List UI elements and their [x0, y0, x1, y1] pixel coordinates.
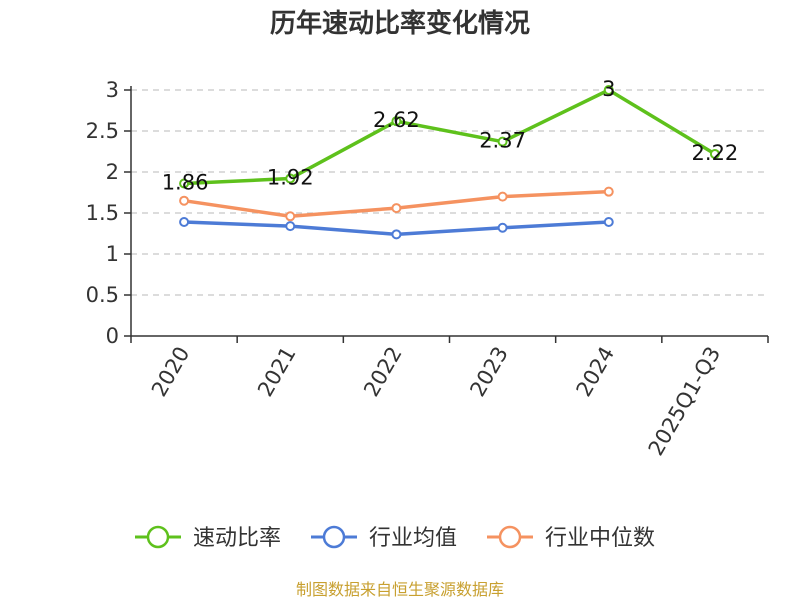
data-point: [391, 116, 402, 127]
chart-title: 历年速动比率变化情况: [270, 8, 530, 39]
data-point: [285, 211, 296, 222]
data-point: [391, 229, 402, 240]
y-tick-label: 2: [106, 160, 119, 184]
data-label: 3: [602, 77, 615, 101]
y-tick-label: 3: [106, 78, 119, 102]
y-tick-label: 0.5: [86, 283, 119, 307]
data-point: [497, 136, 508, 147]
series-group: [179, 85, 720, 240]
grid-lines: [131, 89, 768, 296]
data-point: [497, 191, 508, 202]
x-tick-label: 2025Q1-Q3: [644, 343, 726, 460]
data-label: 1.86: [162, 170, 209, 194]
data-point: [391, 203, 402, 214]
x-tick-label: 2023: [465, 343, 513, 401]
legend-label: 行业均值: [369, 526, 457, 551]
y-tick-label: 0: [106, 324, 119, 348]
legend: 速动比率 行业均值 行业中位数: [135, 525, 655, 551]
x-tick-label: 2024: [572, 343, 620, 401]
data-point: [603, 186, 614, 197]
series-line-0: [184, 88, 716, 186]
legend-label: 速动比率: [193, 526, 281, 551]
legend-swatch-marker: [146, 525, 170, 549]
data-label: 1.92: [267, 166, 314, 190]
axes: 0 0.5 1 1.5 2 2.5 3 2020 2021 2022 2023 2024 2025Q1-…: [86, 78, 769, 460]
legend-swatch-marker: [322, 525, 346, 549]
data-point: [603, 85, 614, 95]
data-label: 2.37: [479, 129, 526, 153]
legend-swatch-marker: [498, 525, 522, 549]
x-tick-label: 2021: [253, 343, 301, 401]
data-label: 2.62: [373, 108, 420, 132]
data-point: [179, 195, 190, 206]
data-point: [179, 178, 190, 189]
data-point: [709, 148, 720, 159]
data-label: 2.22: [692, 141, 739, 165]
x-tick-label: 2020: [147, 343, 195, 401]
y-tick-label: 2.5: [86, 119, 119, 143]
source-note: 制图数据来自恒生聚源数据库: [296, 580, 504, 599]
y-tick-label: 1: [106, 242, 119, 266]
data-point: [285, 221, 296, 232]
data-point: [497, 222, 508, 233]
data-point: [179, 217, 190, 228]
legend-label: 行业中位数: [545, 526, 655, 551]
data-point: [603, 217, 614, 228]
y-tick-label: 1.5: [86, 201, 119, 225]
data-labels: 1.86 1.92 2.62 2.37 3 2.22: [162, 77, 739, 194]
data-point: [285, 173, 296, 184]
x-tick-label: 2022: [359, 343, 407, 401]
